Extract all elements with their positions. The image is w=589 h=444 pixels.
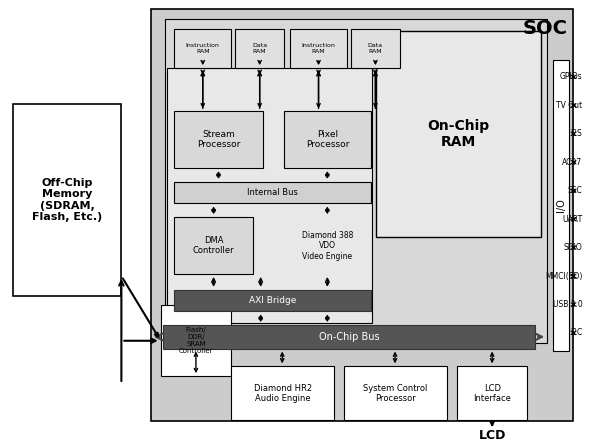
Text: Internal Bus: Internal Bus	[247, 188, 298, 197]
Text: AC97: AC97	[562, 158, 583, 167]
Text: System Control
Processor: System Control Processor	[363, 384, 428, 403]
Text: LCD
Interface: LCD Interface	[473, 384, 511, 403]
Text: I/O: I/O	[556, 198, 566, 212]
Bar	[553, 60, 568, 351]
Text: Instruction
RAM: Instruction RAM	[302, 43, 336, 54]
Bar	[174, 217, 253, 274]
Bar	[174, 290, 370, 311]
Text: SSC: SSC	[568, 186, 583, 195]
Bar	[163, 325, 535, 349]
Text: I2S: I2S	[571, 129, 583, 138]
Text: USB 2.0: USB 2.0	[552, 300, 583, 309]
Text: Pixel
Processor: Pixel Processor	[306, 130, 349, 149]
Text: DMA
Controller: DMA Controller	[193, 236, 234, 255]
Bar	[235, 29, 284, 68]
Text: SDIO: SDIO	[564, 243, 583, 252]
Text: I2C: I2C	[570, 329, 583, 337]
Text: GPIOs: GPIOs	[560, 72, 583, 81]
Text: TV Out: TV Out	[556, 101, 583, 110]
Text: SOC: SOC	[522, 20, 568, 38]
Bar	[351, 29, 400, 68]
Text: MMCI(SD): MMCI(SD)	[545, 272, 583, 281]
Bar	[376, 31, 541, 237]
Text: Off-Chip
Memory
(SDRAM,
Flash, Etc.): Off-Chip Memory (SDRAM, Flash, Etc.)	[32, 178, 102, 222]
Bar	[174, 29, 231, 68]
Text: LCD: LCD	[478, 429, 506, 442]
Bar	[284, 111, 370, 168]
Text: AXI Bridge: AXI Bridge	[249, 296, 296, 305]
Text: Diamond HR2
Audio Engine: Diamond HR2 Audio Engine	[254, 384, 312, 403]
Bar	[174, 111, 263, 168]
Text: Flash/
DDR/
SRAM
Controller: Flash/ DDR/ SRAM Controller	[178, 327, 213, 354]
Text: Data
RAM: Data RAM	[368, 43, 383, 54]
Text: Stream
Processor: Stream Processor	[197, 130, 240, 149]
Text: Instruction
RAM: Instruction RAM	[186, 43, 220, 54]
Bar	[161, 305, 231, 376]
Text: On-Chip
RAM: On-Chip RAM	[428, 119, 490, 149]
Text: Diamond 388
VDO
Video Engine: Diamond 388 VDO Video Engine	[302, 231, 353, 261]
Text: On-Chip Bus: On-Chip Bus	[319, 332, 379, 342]
Text: UART: UART	[562, 214, 583, 224]
Bar	[457, 366, 527, 420]
Bar	[231, 366, 334, 420]
Bar	[164, 19, 547, 343]
Bar	[290, 29, 347, 68]
Bar	[344, 366, 447, 420]
Text: Data
RAM: Data RAM	[252, 43, 267, 54]
Bar	[14, 104, 121, 296]
Bar	[151, 9, 573, 421]
Bar	[174, 182, 370, 203]
Bar	[167, 68, 372, 323]
